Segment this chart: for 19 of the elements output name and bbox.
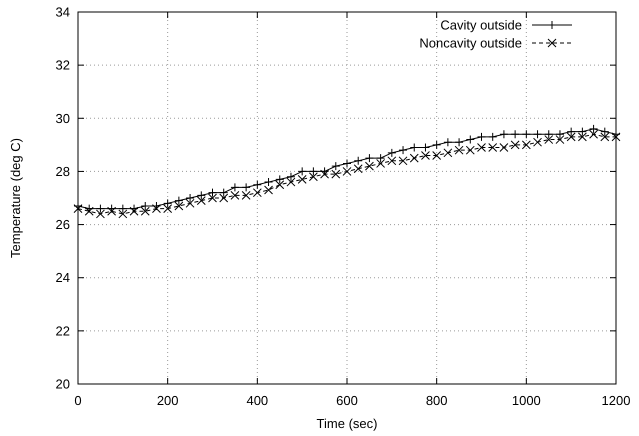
x-axis-title: Time (sec) [316,416,378,431]
x-tick-label: 0 [74,393,82,408]
x-tick-label: 400 [246,393,268,408]
y-tick-label: 22 [56,323,70,338]
y-tick-label: 30 [56,110,70,126]
x-tick-label: 600 [336,393,358,408]
y-tick-label: 24 [56,270,70,286]
legend-label: Noncavity outside [419,36,522,50]
x-tick-label: 200 [156,393,179,408]
y-axis-title: Temperature (deg C) [8,138,23,258]
x-tick-label: 800 [426,393,448,408]
legend-label: Cavity outside [440,18,522,32]
y-tick-label: 32 [56,58,70,73]
x-tick-label: 1200 [602,393,630,408]
y-tick-label: 28 [56,164,70,179]
x-tick-label: 1000 [512,393,541,408]
y-tick-label: 20 [56,376,70,392]
y-tick-label: 26 [56,217,70,232]
y-tick-label: 34 [56,4,70,20]
